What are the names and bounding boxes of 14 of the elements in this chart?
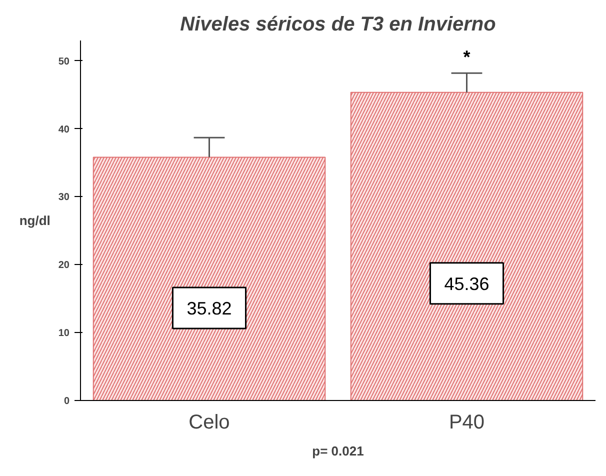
- chart-title: Niveles séricos de T3 en Invierno: [180, 14, 496, 36]
- x-tick-label: P40: [448, 412, 485, 434]
- y-tick-label: 50: [58, 56, 70, 68]
- y-tick-label: 30: [58, 192, 70, 204]
- x-tick-label: Celo: [188, 412, 230, 434]
- annotation: *: [463, 47, 470, 68]
- data-label: 45.36: [444, 274, 490, 294]
- text: p= 0.021: [312, 444, 364, 458]
- data-label: 35.82: [186, 298, 232, 319]
- y-tick-label: 20: [58, 260, 70, 272]
- y-axis-title: ng/dl: [19, 213, 50, 228]
- y-tick-label: 40: [58, 124, 70, 136]
- y-tick-label: 10: [58, 328, 70, 340]
- y-tick-label: 0: [64, 396, 70, 407]
